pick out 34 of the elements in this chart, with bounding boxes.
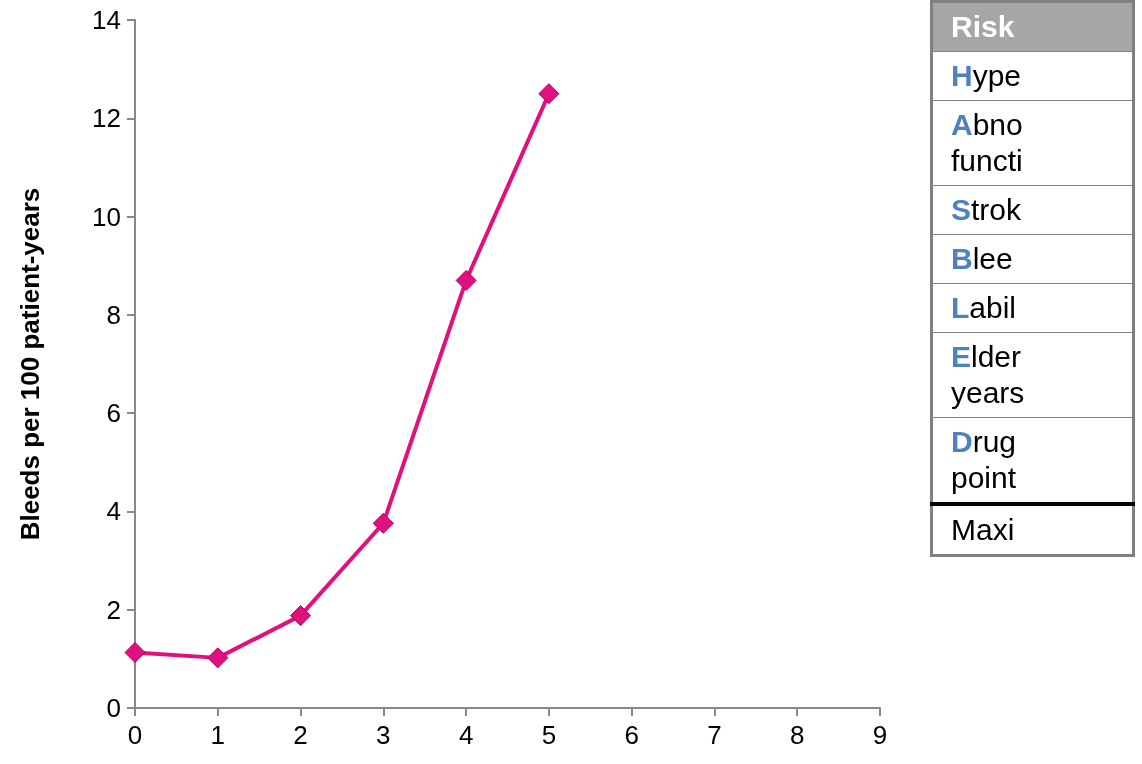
y-tick-label: 6 xyxy=(106,398,121,429)
y-tick-label: 2 xyxy=(106,594,121,625)
x-tick-label: 9 xyxy=(872,720,888,750)
x-tick-label: 4 xyxy=(458,720,474,750)
point xyxy=(124,641,146,663)
text: Hype xyxy=(931,51,1134,101)
y-tick-label: 10 xyxy=(92,201,121,232)
y-tick-label: 0 xyxy=(106,693,121,723)
point xyxy=(538,83,560,105)
point xyxy=(372,512,394,534)
x-tick-label: 2 xyxy=(293,720,308,750)
text: Abno functi xyxy=(931,100,1134,186)
y-axis-title: Bleeds per 100 patient-years xyxy=(15,187,45,541)
point xyxy=(207,647,229,669)
text: Maxi xyxy=(931,504,1134,556)
x-tick-label: 7 xyxy=(707,720,722,750)
x-tick-label: 6 xyxy=(624,720,639,750)
x-tick-label: 8 xyxy=(789,720,805,750)
y-tick-label: 14 xyxy=(92,5,121,35)
y-tick-label: 12 xyxy=(92,103,121,134)
text: Labil xyxy=(931,283,1134,333)
point xyxy=(455,269,477,291)
text: Blee xyxy=(931,234,1134,284)
x-tick-label: 1 xyxy=(210,720,226,750)
x-tick-label: 0 xyxy=(127,720,143,750)
y-tick-label: 4 xyxy=(106,496,121,527)
text: Strok xyxy=(931,185,1134,235)
text: Drug point xyxy=(931,417,1134,504)
point xyxy=(290,605,312,627)
y-tick-label: 8 xyxy=(106,299,121,330)
x-tick-label: 5 xyxy=(541,720,557,750)
text: Risk xyxy=(931,1,1134,52)
text: Elder years xyxy=(931,332,1134,418)
x-tick-label: 3 xyxy=(376,720,391,750)
